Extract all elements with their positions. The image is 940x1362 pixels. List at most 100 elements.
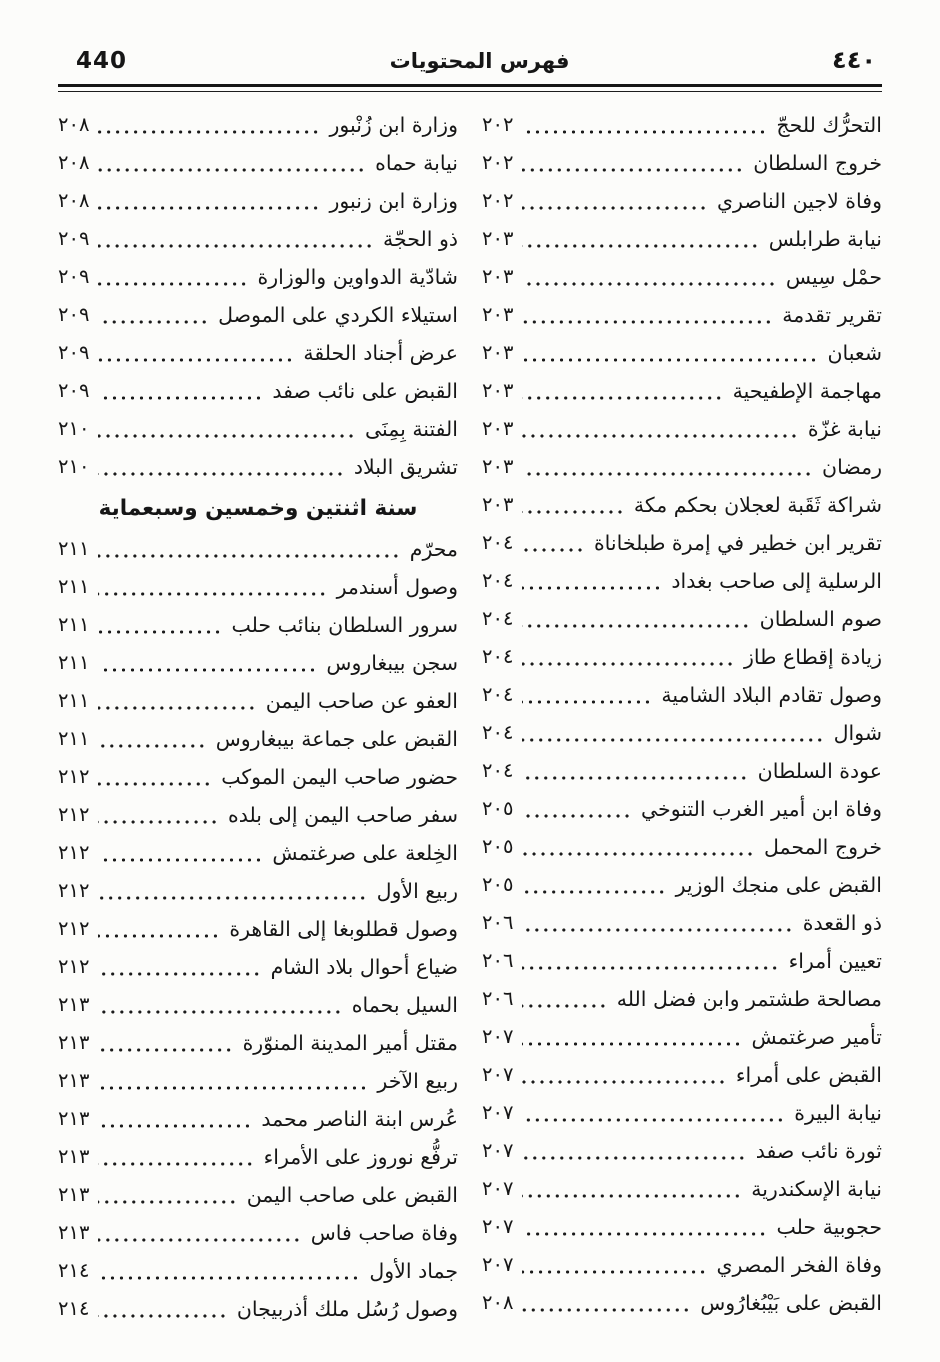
dotted-leader — [522, 1004, 608, 1008]
toc-entry-page: ٢١١ — [58, 613, 90, 636]
toc-entry-page: ٢١٠ — [58, 417, 90, 440]
toc-entry-page: ٢٠٤ — [482, 683, 514, 706]
toc-entry-title: التحرُّك للحجّ — [776, 113, 882, 137]
toc-entry-title: رمضان — [822, 455, 882, 479]
toc-entry: نيابة غزّة ٢٠٣ — [482, 410, 882, 448]
dotted-leader — [522, 510, 625, 514]
toc-entry-title: تقرير تقدمة — [782, 303, 882, 327]
toc-entry-page: ٢٠٢ — [482, 113, 514, 136]
toc-entry-page: ٢٠٧ — [482, 1177, 514, 1200]
dotted-leader — [522, 396, 724, 400]
toc-entry-title: ربيع الآخر — [377, 1069, 458, 1093]
toc-entry-title: عرض أجناد الحلقة — [303, 341, 458, 365]
toc-entry-page: ٢١٣ — [58, 1031, 90, 1054]
dotted-leader — [98, 972, 262, 976]
toc-entry: وصول أسندمر ٢١١ — [58, 568, 458, 606]
toc-columns: وزارة ابن زُنْبور ٢٠٨ نيابة حماه ٢٠٨ وزا… — [58, 106, 882, 1328]
toc-entry-title: وصول تقادم البلاد الشامية — [661, 683, 882, 707]
toc-entry-title: القبض على نائب صفد — [272, 379, 458, 403]
dotted-leader — [98, 630, 223, 634]
toc-entry: القبض على نائب صفد ٢٠٩ — [58, 372, 458, 410]
toc-entry-page: ٢١٣ — [58, 1221, 90, 1244]
dotted-leader — [98, 1162, 255, 1166]
toc-entry-page: ٢٠٣ — [482, 303, 514, 326]
dotted-leader — [522, 548, 585, 552]
toc-entry-title: نيابة البيرة — [794, 1101, 882, 1125]
page-number-western: 440 — [76, 48, 128, 74]
toc-entry-page: ٢١١ — [58, 727, 90, 750]
dotted-leader — [98, 1200, 238, 1204]
dotted-leader — [522, 244, 760, 248]
toc-entry-page: ٢٠٨ — [58, 151, 90, 174]
toc-entry: تقرير تقدمة ٢٠٣ — [482, 296, 882, 334]
toc-entry-title: مصالحة طشتمر وابن فضل الله — [616, 987, 882, 1011]
toc-entry: القبض على منجك الوزير ٢٠٥ — [482, 866, 882, 904]
toc-entry-title: شعبان — [827, 341, 882, 365]
toc-entry-title: وزارة ابن زنبور — [329, 189, 458, 213]
toc-entry-title: مهاجمة الإطفيحية — [732, 379, 882, 403]
toc-column-left: وزارة ابن زُنْبور ٢٠٨ نيابة حماه ٢٠٨ وزا… — [58, 106, 458, 1328]
toc-entry-page: ٢١٢ — [58, 879, 90, 902]
toc-entry-page: ٢١٣ — [58, 993, 90, 1016]
toc-entry-page: ٢٠٨ — [58, 113, 90, 136]
dotted-leader — [522, 206, 708, 210]
toc-entry: القبض على جماعة بيبغاروس ٢١١ — [58, 720, 458, 758]
toc-entry: عُرس ابنة الناصر محمد ٢١٣ — [58, 1100, 458, 1138]
dotted-leader — [522, 966, 780, 970]
toc-entry-title: القبض على بَيْبُغارُوس — [700, 1291, 882, 1315]
toc-entry-title: جماد الأول — [369, 1259, 458, 1283]
toc-entry: خروج السلطان ٢٠٢ — [482, 144, 882, 182]
toc-entry: وفاة صاحب فاس ٢١٣ — [58, 1214, 458, 1252]
dotted-leader — [98, 130, 321, 134]
toc-entry-title: القبض على منجك الوزير — [675, 873, 882, 897]
toc-entry-title: وصول رُسُل ملك أذربيجان — [236, 1297, 458, 1321]
page-header: 440 فهرس المحتويات ٤٤٠ — [58, 46, 882, 84]
dotted-leader — [522, 1194, 743, 1198]
toc-entry-title: العفو عن صاحب اليمن — [265, 689, 458, 713]
toc-entry: شراكة ثَقَبة لعجلان بحكم مكة ٢٠٣ — [482, 486, 882, 524]
dotted-leader — [98, 782, 213, 786]
toc-entry-page: ٢١٤ — [58, 1297, 90, 1320]
toc-entry-page: ٢١١ — [58, 689, 90, 712]
dotted-leader — [522, 1118, 786, 1122]
dotted-leader — [98, 282, 249, 286]
toc-entry-page: ٢٠٩ — [58, 265, 90, 288]
toc-entry: وصول قطلوبغا إلى القاهرة ٢١٢ — [58, 910, 458, 948]
toc-entry-page: ٢٠٣ — [482, 493, 514, 516]
toc-entry: الخِلعة على صرغتمش ٢١٢ — [58, 834, 458, 872]
toc-entry-page: ٢١٣ — [58, 1183, 90, 1206]
toc-entry-page: ٢٠٦ — [482, 911, 514, 934]
dotted-leader — [522, 852, 755, 856]
section-heading: سنة اثنتين وخمسين وسبعماية — [58, 486, 458, 530]
toc-entry-title: وزارة ابن زُنْبور — [329, 113, 458, 137]
toc-entry-title: وصول أسندمر — [336, 575, 458, 599]
toc-entry-page: ٢١٣ — [58, 1107, 90, 1130]
toc-entry-title: ذو الحجّة — [383, 227, 458, 251]
toc-entry-page: ٢١٢ — [58, 765, 90, 788]
toc-entry: حجوبية حلب ٢٠٧ — [482, 1208, 882, 1246]
toc-entry-page: ٢٠٧ — [482, 1025, 514, 1048]
dotted-leader — [522, 1080, 727, 1084]
toc-entry-title: وفاة ابن أمير الغرب التنوخي — [640, 797, 882, 821]
toc-entry: القبض على أمراء ٢٠٧ — [482, 1056, 882, 1094]
toc-entry-page: ٢٠٧ — [482, 1215, 514, 1238]
dotted-leader — [98, 1086, 369, 1090]
toc-entry: حمْل سِيس ٢٠٣ — [482, 258, 882, 296]
toc-entry-title: صوم السلطان — [759, 607, 882, 631]
dotted-leader — [522, 168, 745, 172]
dotted-leader — [98, 820, 220, 824]
toc-entry: تشريق البلاد ٢١٠ — [58, 448, 458, 486]
page-number-arabic: ٤٤٠ — [832, 46, 876, 74]
toc-entry: محرّم ٢١١ — [58, 530, 458, 568]
toc-entry-page: ٢٠٧ — [482, 1101, 514, 1124]
toc-entry: زيادة إقطاع طاز ٢٠٤ — [482, 638, 882, 676]
toc-entry-page: ٢٠٣ — [482, 455, 514, 478]
dotted-leader — [522, 662, 735, 666]
dotted-leader — [98, 396, 264, 400]
toc-entry-title: نيابة طرابلس — [768, 227, 882, 251]
dotted-leader — [98, 668, 318, 672]
toc-entry: نيابة الإسكندرية ٢٠٧ — [482, 1170, 882, 1208]
header-rule — [58, 84, 882, 92]
dotted-leader — [98, 896, 368, 900]
toc-entry: القبض على صاحب اليمن ٢١٣ — [58, 1176, 458, 1214]
